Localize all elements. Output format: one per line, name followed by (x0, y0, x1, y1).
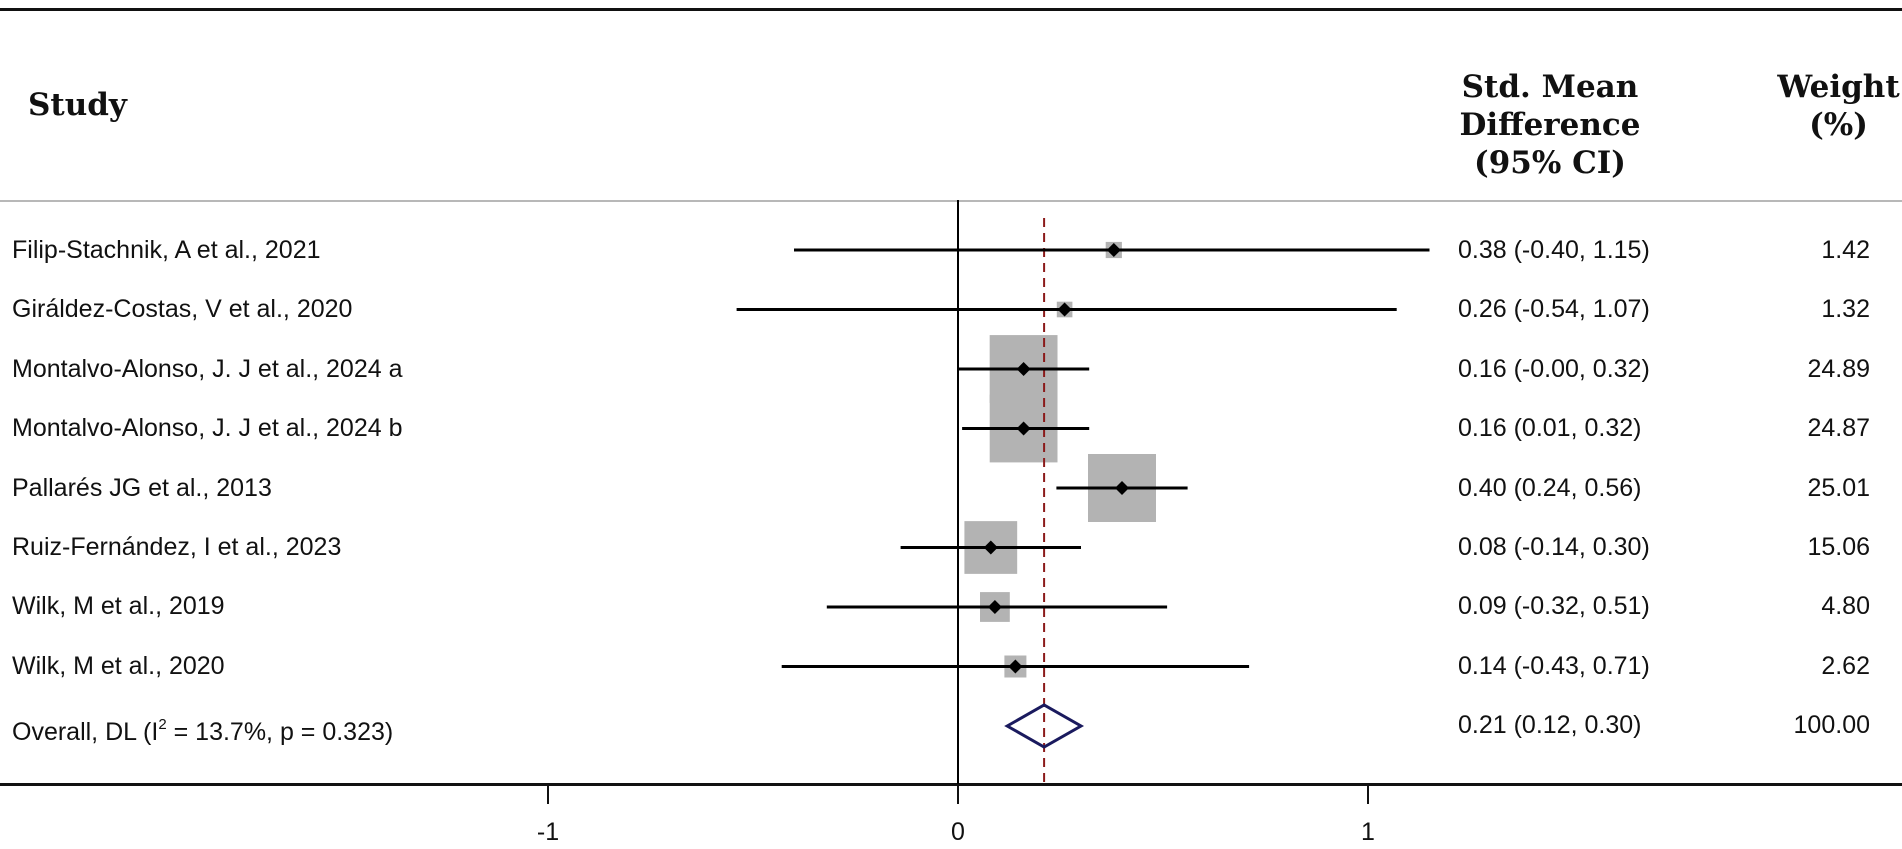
weight-label: 2.62 (1821, 652, 1870, 680)
header-weight: Weight (%) (1775, 68, 1902, 144)
overall-label-prefix: Overall, DL (I (12, 718, 159, 746)
weight-label: 25.01 (1807, 474, 1870, 502)
header-weight-line1: Weight (1777, 69, 1900, 105)
header-study: Study (28, 87, 127, 123)
header-weight-line2: (%) (1809, 107, 1868, 143)
estimate-label: 0.08 (-0.14, 0.30) (1458, 533, 1650, 561)
top-rule (0, 8, 1902, 11)
study-label: Giráldez-Costas, V et al., 2020 (12, 295, 353, 323)
overall-label-superscript: 2 (158, 716, 167, 733)
x-axis-line (0, 783, 1902, 786)
x-tick-label: 0 (951, 818, 965, 846)
study-label: Montalvo-Alonso, J. J et al., 2024 a (12, 355, 403, 383)
weight-label: 24.87 (1807, 414, 1870, 442)
weight-label: 1.32 (1821, 295, 1870, 323)
point-estimate-marker (1016, 362, 1031, 376)
header-smd-line2: (95% CI) (1474, 145, 1626, 181)
point-estimate-marker (1057, 302, 1072, 317)
header-smd-line1: Std. Mean Difference (1459, 69, 1641, 143)
weight-label: 1.42 (1821, 236, 1870, 264)
weight-label: 24.89 (1807, 355, 1870, 383)
x-tick-label: 1 (1361, 818, 1375, 846)
weight-label: 15.06 (1807, 533, 1870, 561)
weight-label: 4.80 (1821, 592, 1870, 620)
study-label: Ruiz-Fernández, I et al., 2023 (12, 533, 342, 561)
point-estimate-marker (1016, 421, 1031, 436)
overall-diamond (1004, 703, 1085, 749)
overall-weight-label: 100.00 (1793, 711, 1870, 739)
header-std-mean-difference: Std. Mean Difference (95% CI) (1380, 68, 1720, 182)
header-rule (0, 200, 1902, 202)
study-label: Wilk, M et al., 2019 (12, 592, 225, 620)
study-label: Wilk, M et al., 2020 (12, 652, 225, 680)
study-label: Filip-Stachnik, A et al., 2021 (12, 236, 321, 264)
x-tick-label: -1 (537, 818, 559, 846)
overall-label: Overall, DL (I2 = 13.7%, p = 0.323) (12, 710, 732, 747)
study-label: Pallarés JG et al., 2013 (12, 474, 272, 502)
study-label: Montalvo-Alonso, J. J et al., 2024 b (12, 414, 403, 442)
overall-label-suffix: = 13.7%, p = 0.323) (166, 718, 394, 746)
overall-estimate-label: 0.21 (0.12, 0.30) (1458, 711, 1642, 739)
estimate-label: 0.38 (-0.40, 1.15) (1458, 236, 1650, 264)
point-estimate-marker (1106, 243, 1121, 257)
estimate-label: 0.40 (0.24, 0.56) (1458, 474, 1642, 502)
estimate-label: 0.09 (-0.32, 0.51) (1458, 592, 1650, 620)
estimate-label: 0.14 (-0.43, 0.71) (1458, 652, 1650, 680)
point-estimate-marker (987, 600, 1002, 614)
point-estimate-marker (1008, 659, 1023, 674)
estimate-label: 0.16 (0.01, 0.32) (1458, 414, 1642, 442)
estimate-label: 0.26 (-0.54, 1.07) (1458, 295, 1650, 323)
point-estimate-marker (983, 540, 998, 555)
point-estimate-marker (1115, 481, 1129, 495)
estimate-label: 0.16 (-0.00, 0.32) (1458, 355, 1650, 383)
